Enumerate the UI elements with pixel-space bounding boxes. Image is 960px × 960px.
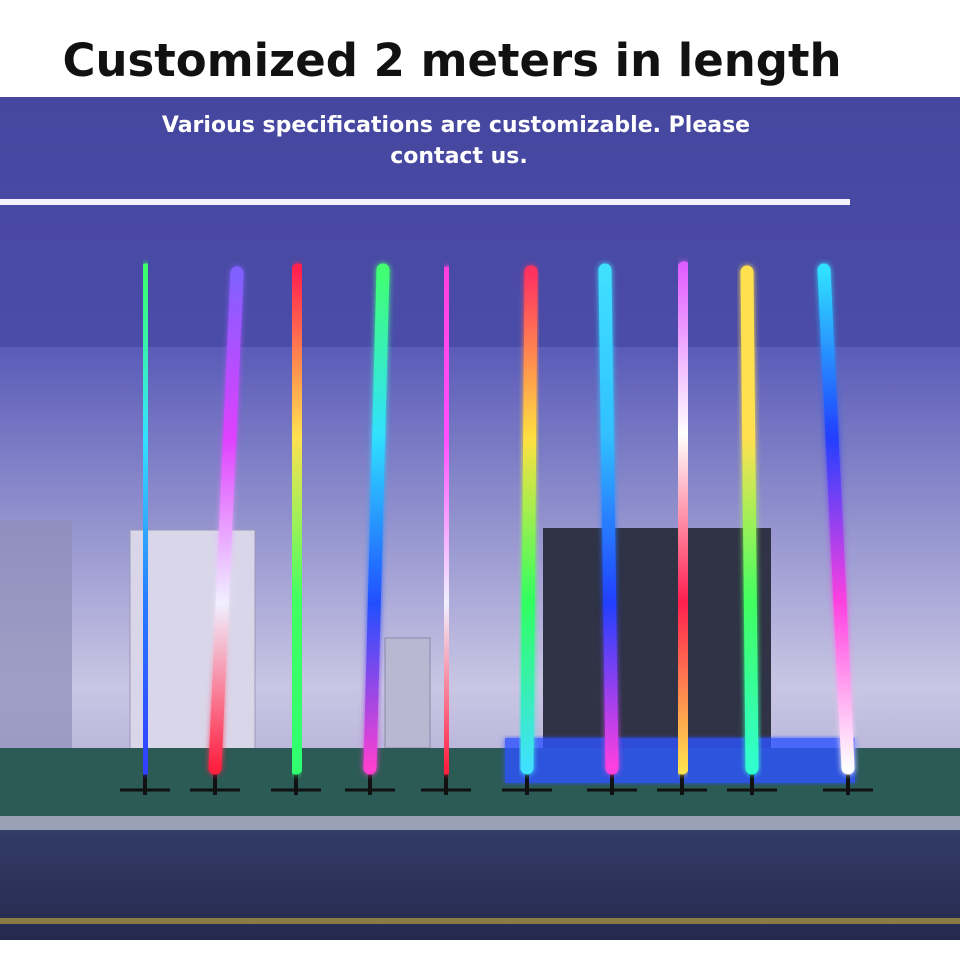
ceiling	[0, 97, 960, 347]
led-tube	[520, 265, 538, 775]
led-tube	[363, 263, 390, 775]
led-tube	[138, 263, 153, 775]
ceiling-light	[0, 199, 850, 205]
panel	[384, 637, 431, 749]
shelf	[0, 520, 72, 750]
led-tube	[598, 263, 619, 775]
table-edge	[0, 816, 960, 830]
title: Customized 2 meters in length	[62, 34, 841, 87]
led-tube	[817, 263, 855, 775]
led-tube	[740, 265, 759, 775]
floor-stripe	[0, 918, 960, 924]
led-tube	[439, 266, 454, 775]
led-tube	[675, 261, 691, 775]
caption-line: contact us.	[390, 144, 528, 169]
caption-line: Various specifications are customizable.…	[162, 113, 750, 138]
led-tube	[289, 263, 305, 775]
photo	[0, 97, 960, 940]
doorway	[543, 528, 771, 750]
led-tube	[208, 266, 244, 775]
